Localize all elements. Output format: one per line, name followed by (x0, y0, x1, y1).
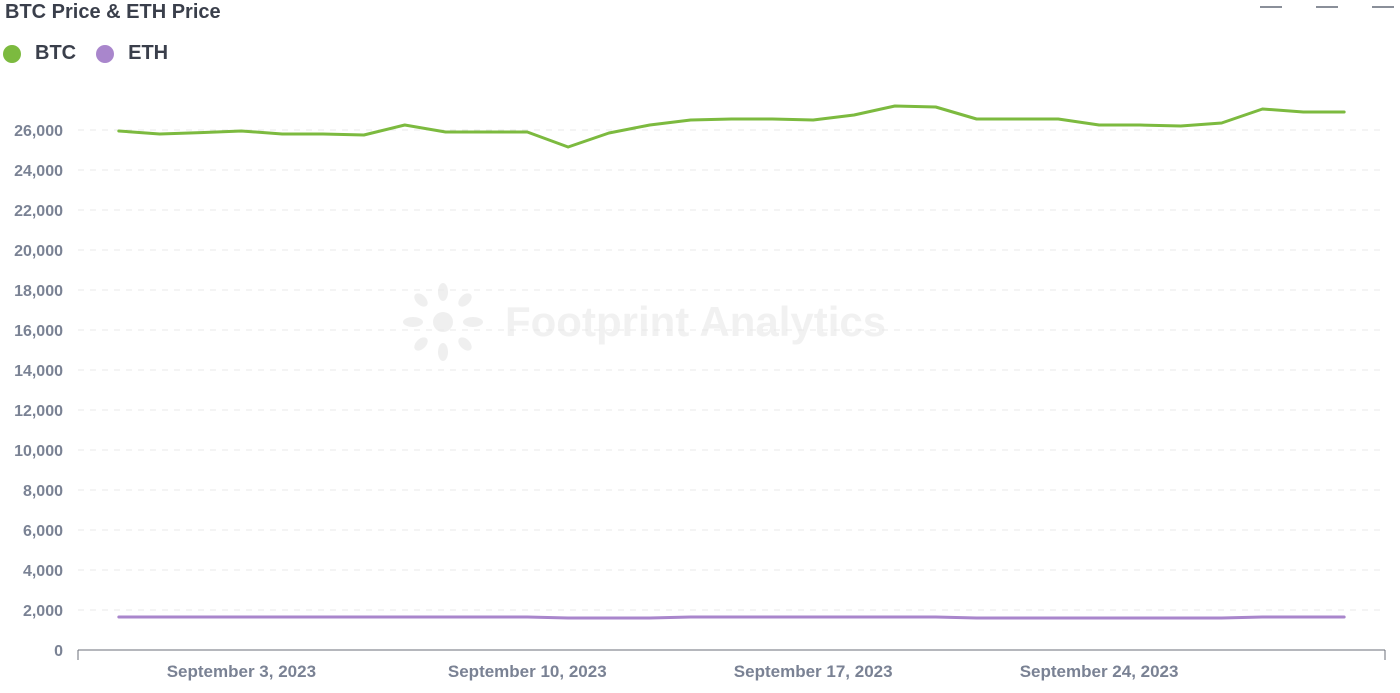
x-tick-label: September 24, 2023 (1020, 662, 1179, 681)
y-tick-label: 18,000 (14, 283, 63, 300)
y-tick-label: 0 (54, 643, 63, 660)
y-tick-label: 26,000 (14, 123, 63, 140)
legend-item-eth[interactable]: ETH (96, 42, 168, 65)
watermark: Footprint Analytics (395, 280, 886, 364)
watermark-text: Footprint Analytics (505, 298, 887, 345)
y-tick-label: 10,000 (14, 443, 63, 460)
legend-label-eth: ETH (128, 42, 169, 64)
series-line-btc[interactable] (117, 104, 1346, 149)
y-tick-label: 16,000 (14, 323, 63, 340)
info-icon[interactable] (1316, 0, 1338, 8)
y-tick-label: 4,000 (23, 563, 63, 580)
y-tick-label: 20,000 (14, 243, 63, 260)
legend-label-btc: BTC (35, 42, 77, 64)
y-tick-label: 8,000 (23, 483, 63, 500)
footprint-logo-icon (403, 283, 483, 361)
menu-icon[interactable] (1372, 0, 1394, 8)
x-tick-label: September 17, 2023 (734, 662, 893, 681)
chart-title: BTC Price & ETH Price (5, 1, 221, 23)
expand-icon[interactable] (1260, 0, 1282, 8)
chart-toolbar (1260, 0, 1394, 8)
legend-dot-eth (96, 44, 115, 63)
series-line-eth[interactable] (117, 615, 1346, 620)
legend-item-btc[interactable]: BTC (3, 42, 76, 65)
y-tick-label: 22,000 (14, 203, 63, 220)
grid (78, 129, 1385, 611)
y-tick-label: 12,000 (14, 403, 63, 420)
y-tick-label: 2,000 (23, 603, 63, 620)
y-tick-label: 14,000 (14, 363, 63, 380)
legend-dot-btc (3, 44, 21, 63)
x-tick-label: September 10, 2023 (448, 662, 607, 681)
axes: 0 2,000 4,000 6,000 8,000 10,000 12,000 14,000 1… (14, 123, 1386, 681)
y-tick-label: 6,000 (23, 523, 63, 540)
x-tick-label: September 3, 2023 (167, 662, 316, 681)
y-tick-label: 24,000 (14, 163, 63, 180)
legend: BTC ETH (3, 42, 188, 65)
series (117, 104, 1346, 620)
